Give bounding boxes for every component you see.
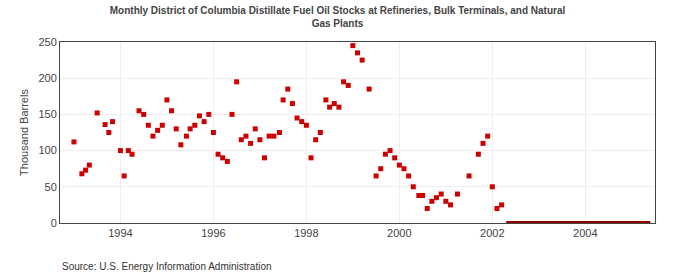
svg-text:Monthly District of Columbia D: Monthly District of Columbia Distillate …	[110, 5, 566, 29]
svg-text:200: 200	[38, 72, 56, 84]
svg-text:1996: 1996	[201, 227, 225, 239]
svg-text:1994: 1994	[108, 227, 132, 239]
svg-text:1998: 1998	[294, 227, 318, 239]
svg-text:100: 100	[38, 144, 56, 156]
svg-text:150: 150	[38, 108, 56, 120]
svg-text:0: 0	[51, 217, 57, 229]
svg-text:250: 250	[38, 36, 56, 48]
svg-text:50: 50	[45, 181, 57, 193]
svg-text:2004: 2004	[573, 227, 597, 239]
svg-text:Thousand Barrels: Thousand Barrels	[18, 89, 30, 176]
svg-text:2002: 2002	[480, 227, 504, 239]
svg-text:Source: U.S. Energy Informatio: Source: U.S. Energy Information Administ…	[62, 261, 272, 272]
svg-text:2000: 2000	[387, 227, 411, 239]
